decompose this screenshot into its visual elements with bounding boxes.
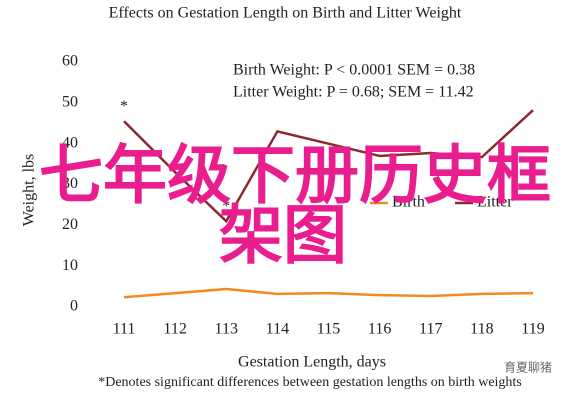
x-tick-label: 116 — [368, 321, 391, 338]
plot-area: 0 10 20 30 40 50 60 111 112 113 114 115 116 117 118 119… — [62, 53, 545, 338]
legend-label: Birth — [392, 194, 425, 211]
y-tick-label: 20 — [62, 216, 78, 233]
x-axis-label: Gestation Length, days — [238, 354, 386, 371]
x-tick-label: 119 — [521, 321, 544, 338]
series-line — [123, 287, 534, 299]
y-tick-label: 30 — [62, 175, 78, 192]
y-tick-label: 0 — [70, 298, 78, 315]
x-tick-label: 118 — [470, 321, 493, 338]
annotation: Litter Weight: P = 0.68; SEM = 11.42 — [233, 84, 474, 101]
footnote: *Denotes significant differences between… — [98, 375, 522, 390]
x-tick-label: 112 — [163, 321, 186, 338]
overlay-text: 架图 — [219, 200, 347, 274]
x-tick-label: 115 — [317, 321, 340, 338]
annotation: Birth Weight: P < 0.0001 SEM = 0.38 — [233, 62, 475, 79]
significance-mark: * — [222, 198, 230, 215]
chart-title: Effects on Gestation Length on Birth and… — [109, 5, 462, 22]
x-tick-label: 113 — [215, 321, 238, 338]
series-line — [123, 109, 534, 224]
y-axis-label: Weight, lbs — [21, 154, 38, 226]
y-tick-label: 50 — [62, 94, 78, 111]
y-tick-label: 60 — [62, 53, 78, 70]
x-tick-label: 114 — [266, 321, 289, 338]
x-tick-label: 111 — [113, 321, 136, 338]
y-tick-label: 40 — [62, 134, 78, 151]
legend: Birth Litter — [370, 194, 513, 211]
legend-label: Litter — [477, 194, 513, 211]
significance-mark: * — [120, 98, 128, 115]
y-tick-label: 10 — [62, 257, 78, 274]
x-tick-label: 117 — [419, 321, 442, 338]
watermark: 育夏聊猪 — [504, 360, 552, 375]
overlay-text: 七年级下册历史框 — [39, 140, 551, 214]
